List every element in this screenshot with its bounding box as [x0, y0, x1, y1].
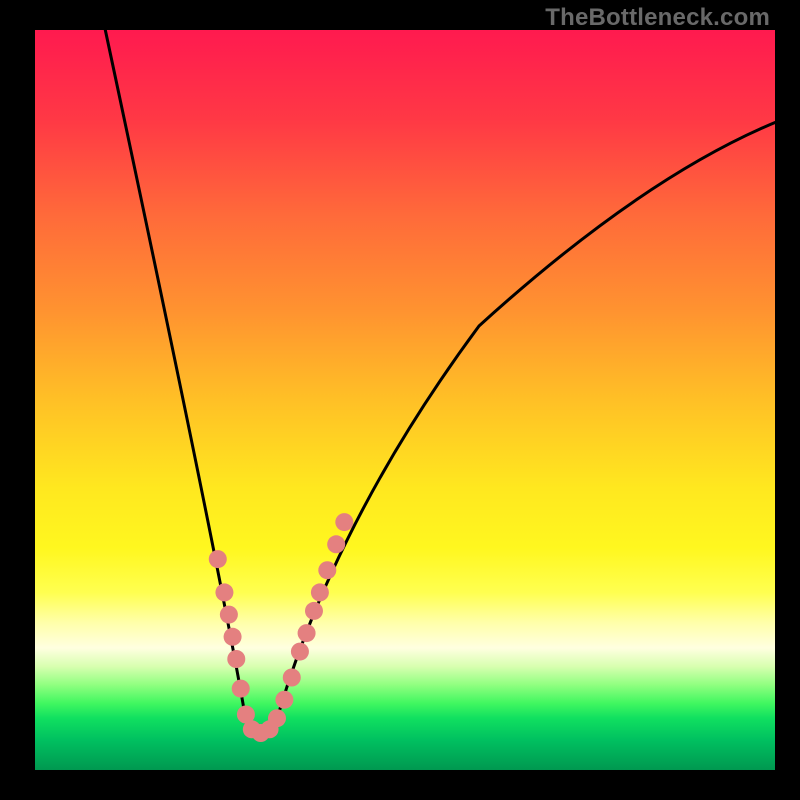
data-marker	[227, 650, 245, 668]
bottleneck-chart	[0, 0, 800, 800]
data-marker	[209, 550, 227, 568]
data-marker	[283, 669, 301, 687]
data-marker	[268, 709, 286, 727]
data-marker	[215, 583, 233, 601]
data-marker	[232, 680, 250, 698]
data-marker	[318, 561, 336, 579]
watermark-text: TheBottleneck.com	[545, 4, 770, 32]
data-marker	[305, 602, 323, 620]
data-marker	[224, 628, 242, 646]
gradient-plot-area	[35, 30, 775, 770]
data-marker	[311, 583, 329, 601]
data-marker	[298, 624, 316, 642]
data-marker	[291, 643, 309, 661]
data-marker	[275, 691, 293, 709]
data-marker	[335, 513, 353, 531]
data-marker	[220, 606, 238, 624]
data-marker	[327, 535, 345, 553]
